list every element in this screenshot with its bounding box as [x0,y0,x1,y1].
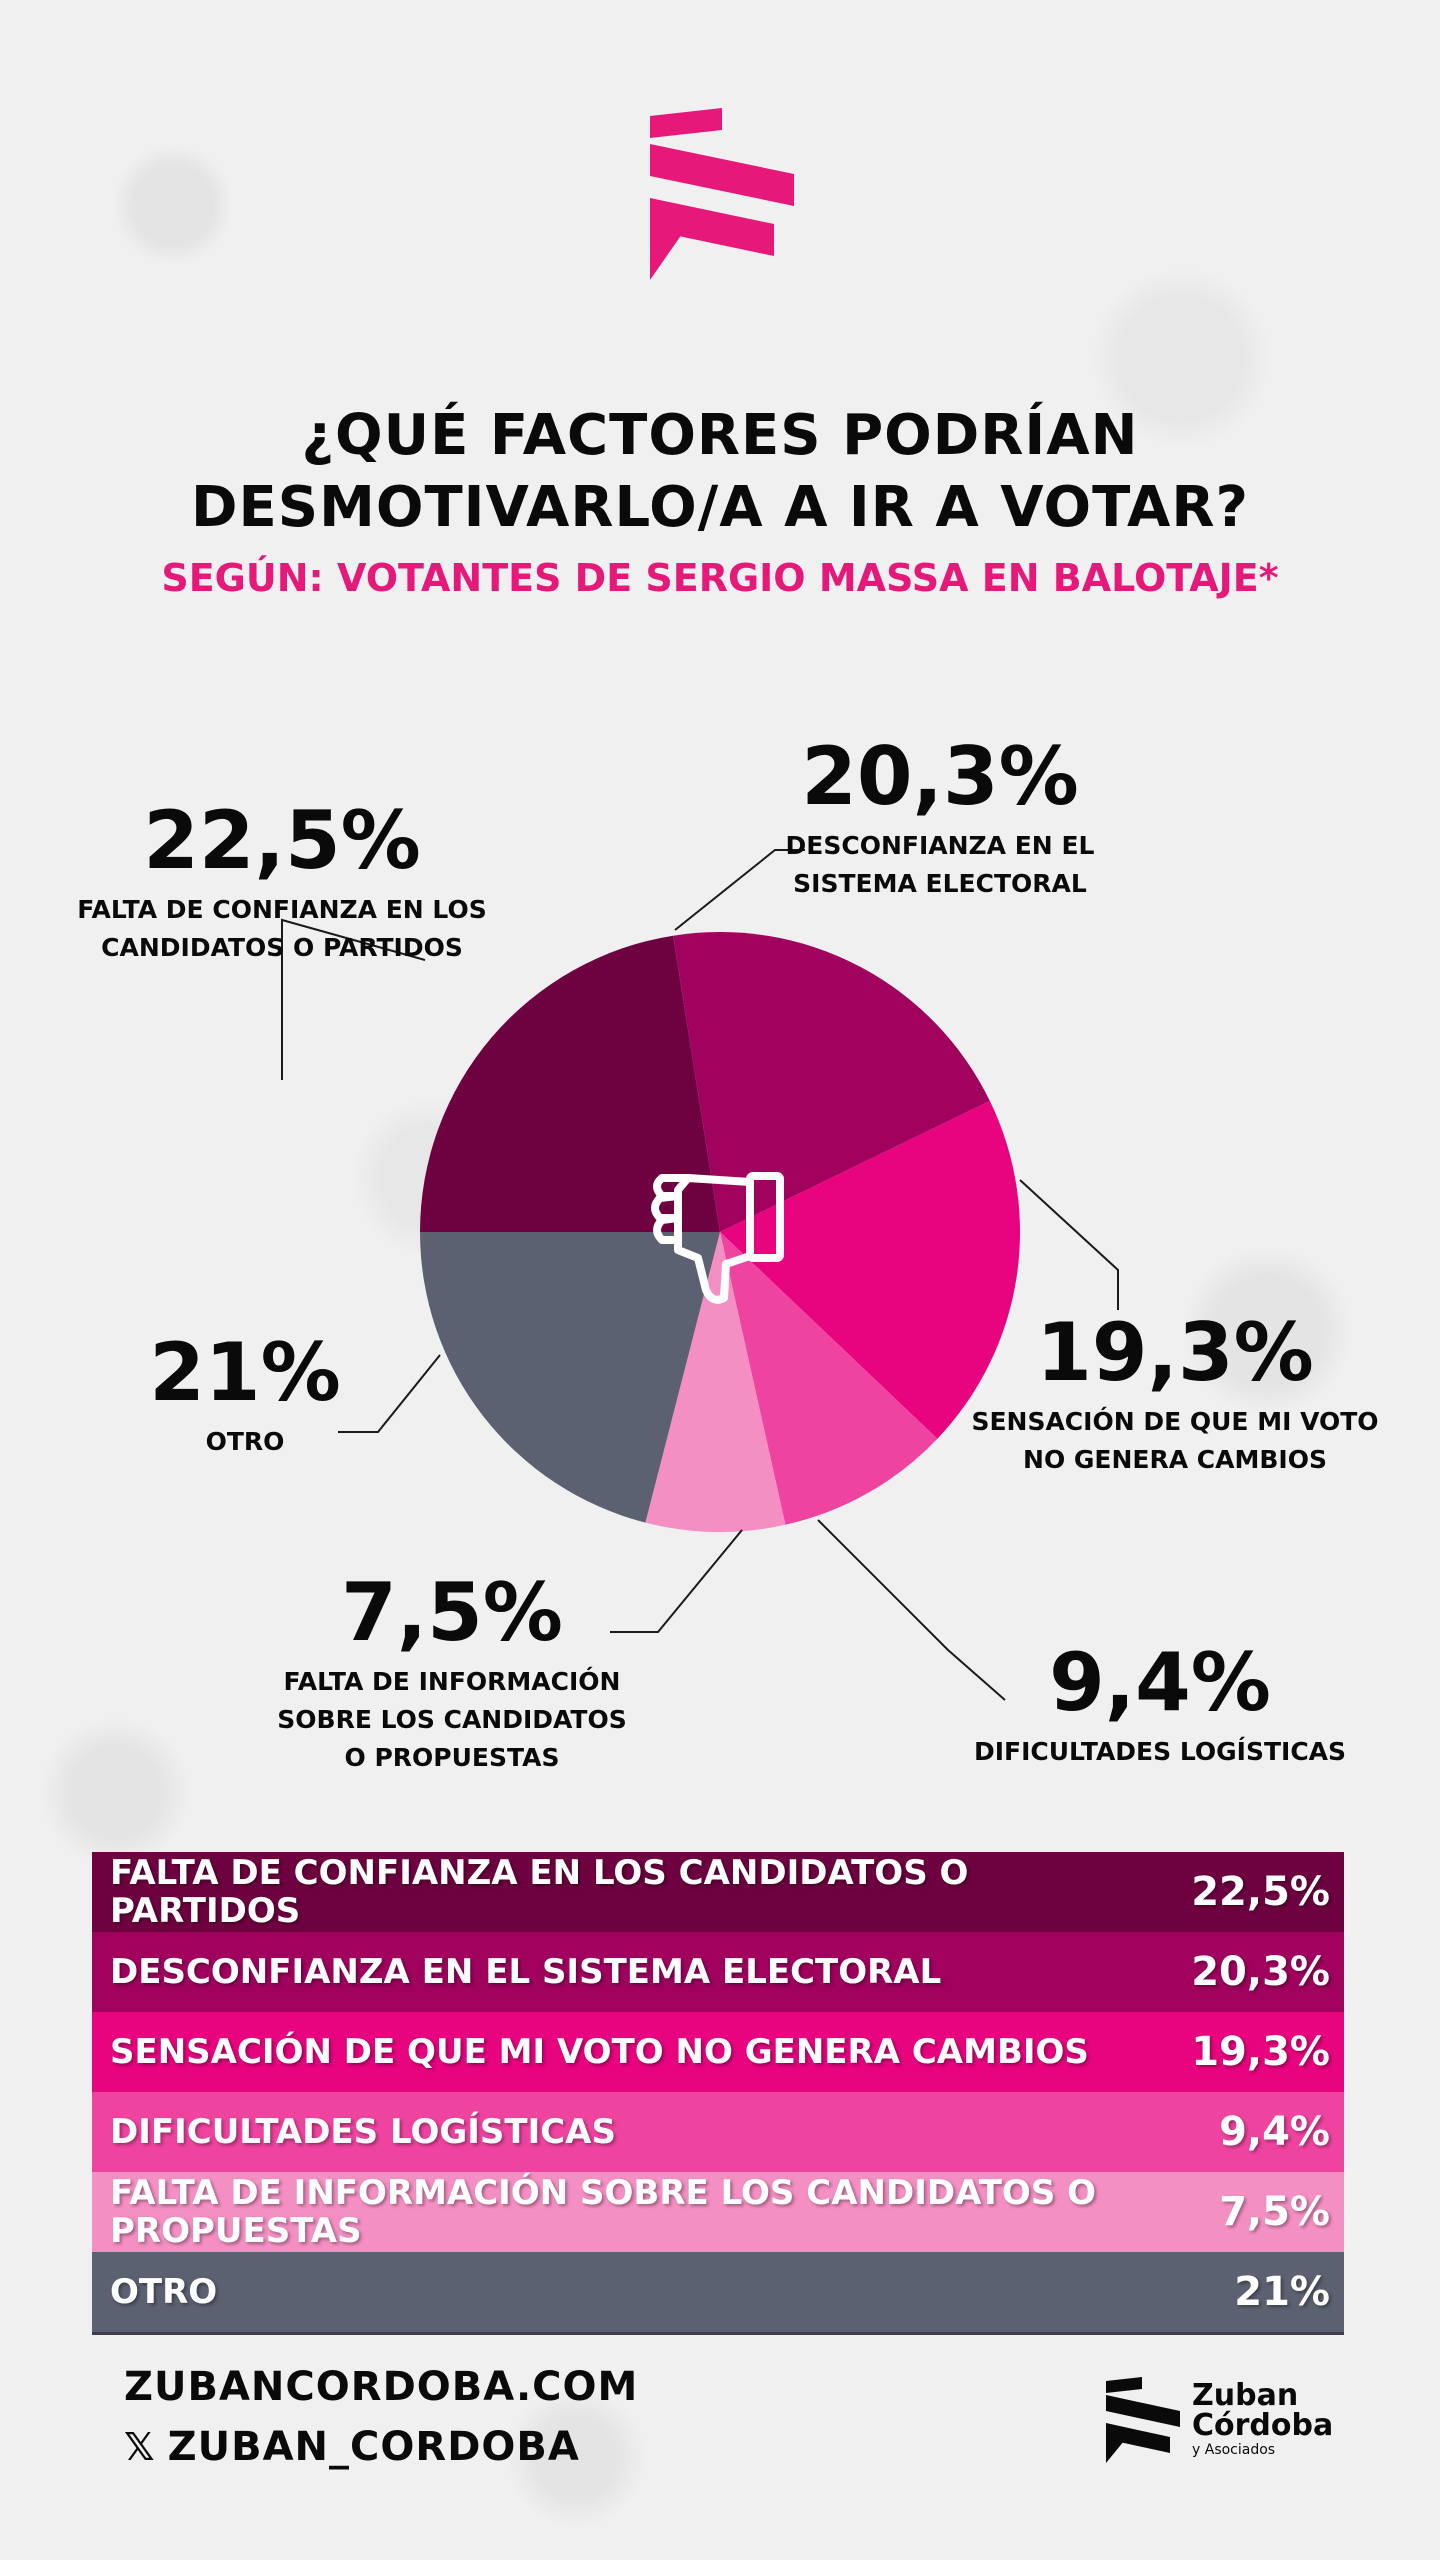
table-row-label: SENSACIÓN DE QUE MI VOTO NO GENERA CAMBI… [110,2032,1089,2072]
pie-slice-dificultades-logisticas [720,1232,938,1525]
footer-website[interactable]: ZUBANCORDOBA.COM [124,2364,639,2410]
brand-name-2: Córdoba [1192,2408,1334,2443]
brand-footer-logo: Zuban Córdoba y Asociados [1102,2370,1342,2470]
slice-category-label: SOBRE LOS CANDIDATOS [277,1705,627,1734]
pie-slice-falta-de-confianza-en-los-candidatos-o-partidos [420,935,720,1232]
slice-category-label: SISTEMA ELECTORAL [793,869,1087,898]
table-row: DIFICULTADES LOGÍSTICAS 9,4% [92,2092,1344,2172]
slice-category-label: DIFICULTADES LOGÍSTICAS [974,1737,1346,1766]
table-row: FALTA DE CONFIANZA EN LOS CANDIDATOS O P… [92,1852,1344,1932]
slice-category-label: NO GENERA CAMBIOS [1023,1445,1327,1474]
x-handle-text: ZUBAN_CORDOBA [167,2424,580,2470]
table-row-label: DESCONFIANZA EN EL SISTEMA ELECTORAL [110,1952,942,1992]
table-row-label: OTRO [110,2272,218,2312]
table-row-value: 19,3% [1191,2029,1330,2075]
table-row-value: 21% [1234,2269,1330,2315]
slice-category-label: FALTA DE CONFIANZA EN LOS [77,895,486,924]
pie-slice-desconfianza-en-el-sistema-electoral [673,932,990,1232]
leader-line [817,1519,1006,1701]
pie-chart: 22,5% FALTA DE CONFIANZA EN LOS CANDIDATOS… [77,740,1378,1772]
table-row-value: 22,5% [1191,1869,1330,1915]
slice-category-label: DESCONFIANZA EN EL [786,831,1095,860]
table-row: FALTA DE INFORMACIÓN SOBRE LOS CANDIDATO… [92,2172,1344,2252]
page-subtitle: SEGÚN: VOTANTES DE SERGIO MASSA EN BALOT… [161,556,1279,600]
footer-x-handle[interactable]: 𝕏 ZUBAN_CORDOBA [124,2424,580,2470]
slice-value-label: 7,5% [341,1566,563,1659]
title-line-2: DESMOTIVARLO/A A IR A VOTAR? [191,475,1249,540]
thumbs-down-icon [651,1172,784,1304]
table-row-label: FALTA DE INFORMACIÓN SOBRE LOS CANDIDATO… [110,2173,1097,2251]
x-logo-icon: 𝕏 [124,2425,156,2469]
table-row: OTRO 21% [92,2252,1344,2332]
page-title: ¿QUÉ FACTORES PODRÍAN DESMOTIVARLO/A A I… [0,400,1440,544]
leader-line [674,849,805,931]
table-row: DESCONFIANZA EN EL SISTEMA ELECTORAL 20,3… [92,1932,1344,2012]
slice-value-label: 20,3% [801,740,1079,823]
table-row-value: 7,5% [1219,2189,1330,2235]
brand-name-3: y Asociados [1192,2442,1276,2458]
leader-line [1019,1179,1119,1310]
table-row-label: FALTA DE CONFIANZA EN LOS CANDIDATOS O P… [110,1853,969,1931]
slice-value-label: 21% [149,1326,340,1419]
leader-line [281,918,426,1080]
table-row-value: 9,4% [1219,2109,1330,2155]
slice-value-label: 19,3% [1036,1306,1314,1399]
pie-slice-sensacion-de-que-mi-voto-no-genera-cambios [720,1100,1020,1439]
table-row: SENSACIÓN DE QUE MI VOTO NO GENERA CAMBI… [92,2012,1344,2092]
brand-logo-icon [650,108,794,280]
leader-line [610,1529,743,1633]
slice-category-label: OTRO [206,1427,285,1456]
brand-name-1: Zuban [1192,2378,1299,2413]
pie-slice-otro [420,1232,720,1523]
slice-value-label: 22,5% [143,794,421,887]
pie-slice-falta-de-informacion-sobre-los-candidatos-o-propuestas [645,1232,786,1532]
leader-line [338,1354,441,1433]
table-row-value: 20,3% [1191,1949,1330,1995]
slice-category-label: CANDIDATOS O PARTIDOS [101,933,463,962]
slice-category-label: O PROPUESTAS [345,1743,560,1772]
table-row-label: DIFICULTADES LOGÍSTICAS [110,2112,616,2152]
title-line-1: ¿QUÉ FACTORES PODRÍAN [301,403,1139,468]
slice-category-label: FALTA DE INFORMACIÓN [284,1666,621,1696]
brand-mark-icon [1106,2377,1180,2463]
results-table: FALTA DE CONFIANZA EN LOS CANDIDATOS O P… [92,1852,1344,2335]
slice-category-label: SENSACIÓN DE QUE MI VOTO [971,1406,1378,1436]
slice-value-label: 9,4% [1049,1636,1271,1729]
